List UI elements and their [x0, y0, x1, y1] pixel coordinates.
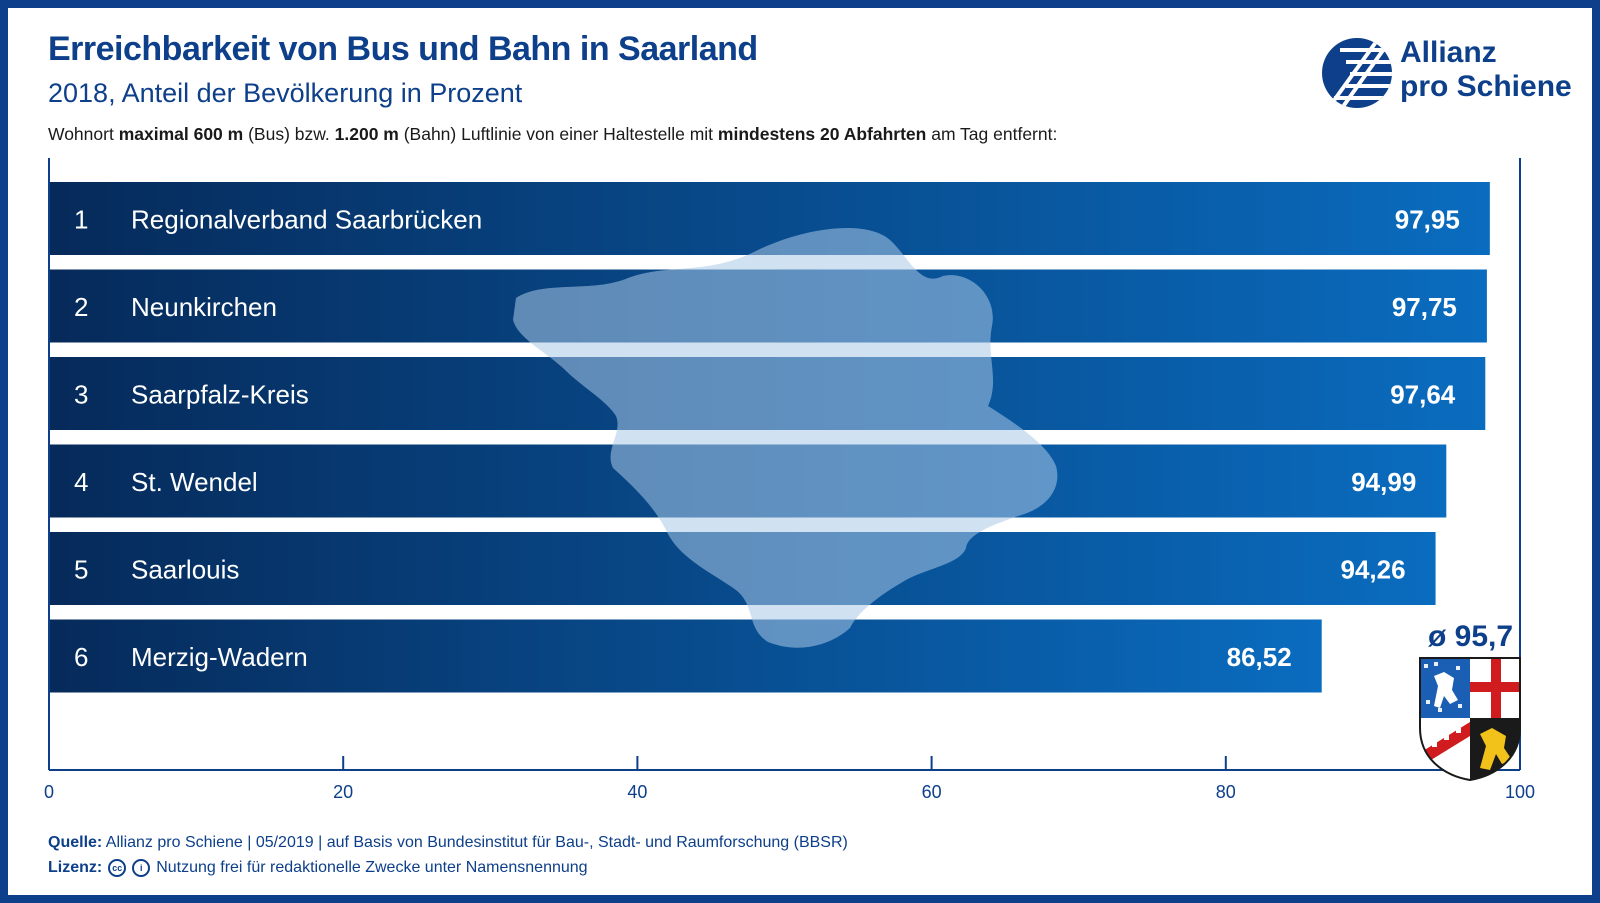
- x-tick-label: 20: [333, 782, 353, 802]
- value-label: 97,75: [1392, 292, 1457, 322]
- x-tick-label: 0: [44, 782, 54, 802]
- value-label: 86,52: [1227, 642, 1292, 672]
- rank-label: 2: [74, 292, 88, 322]
- category-label: Regionalverband Saarbrücken: [131, 205, 482, 235]
- average-label: ø 95,7: [1428, 620, 1514, 653]
- category-label: Saarlouis: [131, 555, 239, 585]
- value-label: 97,64: [1390, 380, 1456, 410]
- x-tick-label: 40: [627, 782, 647, 802]
- saarland-map-silhouette: [513, 227, 1058, 648]
- x-tick-label: 80: [1216, 782, 1236, 802]
- source-note: Quelle: Allianz pro Schiene | 05/2019 | …: [48, 834, 848, 851]
- value-label: 97,95: [1395, 205, 1460, 235]
- rank-label: 4: [74, 467, 88, 497]
- allianz-pro-schiene-logo: Allianz pro Schiene: [1320, 30, 1580, 118]
- chart-subtitle: 2018, Anteil der Bevölkerung in Prozent: [48, 78, 523, 108]
- x-tick-label: 100: [1505, 782, 1535, 802]
- rank-label: 6: [74, 642, 88, 672]
- bar-1: [49, 182, 1490, 255]
- license-note: Lizenz: cc i Nutzung frei für redaktionelle…: [48, 859, 588, 877]
- rank-label: 1: [74, 205, 88, 235]
- chart-description: Wohnort maximal 600 m (Bus) bzw. 1.200 m…: [48, 124, 1058, 144]
- creative-commons-icon: cc: [108, 859, 127, 877]
- saarland-coat-of-arms-icon: [1419, 657, 1521, 782]
- allianz-pro-schiene-logo-icon: [1322, 38, 1392, 108]
- value-label: 94,99: [1351, 467, 1416, 497]
- rank-label: 5: [74, 555, 88, 585]
- attribution-icon: i: [132, 859, 151, 877]
- category-label: St. Wendel: [131, 467, 258, 497]
- category-label: Saarpfalz-Kreis: [131, 380, 309, 410]
- bar-chart: 1 Regionalverband Saarbrücken 97,95 2 Neunki…: [44, 158, 1535, 802]
- category-label: Neunkirchen: [131, 292, 277, 322]
- x-tick-label: 60: [922, 782, 942, 802]
- logo-text: Allianz pro Schiene: [1400, 36, 1572, 103]
- category-label: Merzig-Wadern: [131, 642, 308, 672]
- rank-label: 3: [74, 380, 88, 410]
- bar-6: [49, 619, 1322, 693]
- value-label: 94,26: [1340, 555, 1405, 585]
- chart-title: Erreichbarkeit von Bus und Bahn in Saarl…: [48, 30, 758, 68]
